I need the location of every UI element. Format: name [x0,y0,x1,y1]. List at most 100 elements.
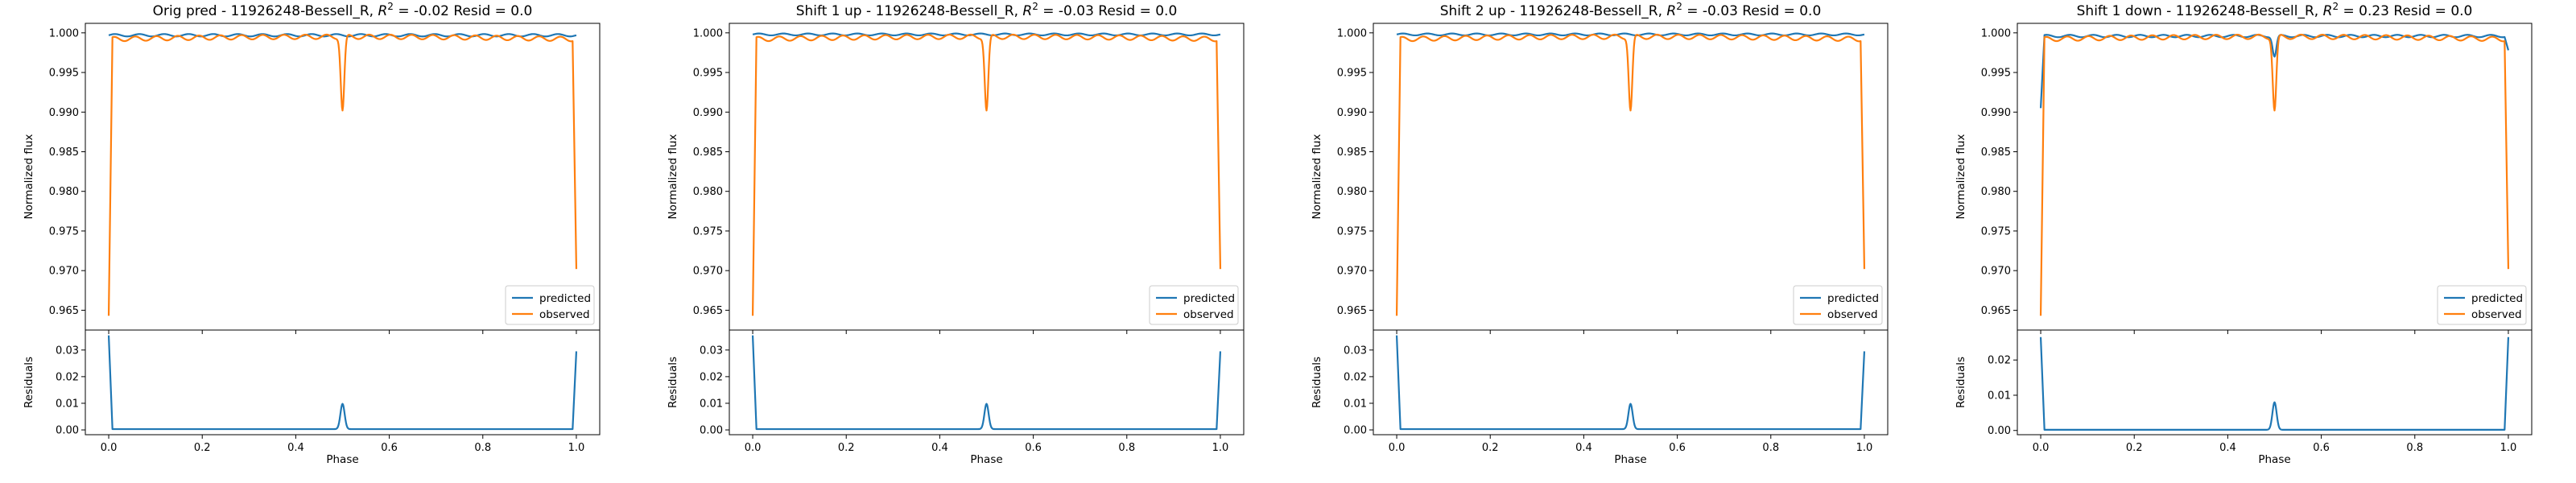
chart-panels: Orig pred - 11926248-Bessell_R, R2 = -0.… [23,1,2533,466]
flux-y-tick-label: 0.970 [1981,266,2011,278]
chart-title-superscript: 2 [1032,1,1038,12]
chart-panel: Shift 2 up - 11926248-Bessell_R, R2 = -0… [1311,1,1889,466]
series-line-residuals [107,335,578,431]
chart-title-r-symbol: R [1666,3,1676,19]
chart-title-prefix: Orig pred - 11926248-Bessell_R, [153,3,378,19]
residual-y-tick-label: 0.00 [56,425,79,437]
residual-y-tick-label: 0.02 [56,371,79,383]
flux-y-axis-label: Normalized flux [23,134,35,220]
residual-x-tick-label: 0.8 [474,442,491,454]
x-axis-label: Phase [1614,453,1646,466]
residual-y-tick-label: 0.01 [1988,390,2011,402]
residual-x-tick-label: 0.2 [194,442,211,454]
flux-y-tick-label: 0.985 [1337,147,1367,159]
legend-label-predicted: predicted [1183,292,1235,305]
residual-x-tick-label: 0.4 [931,442,948,454]
residual-axes-frame [1373,329,1889,436]
residual-axes-frame [85,329,601,436]
x-axis-label: Phase [326,453,358,466]
legend-label-predicted: predicted [2471,292,2523,305]
flux-y-tick-label: 0.975 [49,225,79,237]
chart-title-superscript: 2 [2332,1,2339,12]
flux-y-tick-label: 0.995 [693,68,723,80]
residual-y-tick-label: 0.01 [700,398,723,410]
flux-y-tick-label: 0.965 [1337,305,1367,317]
residual-x-tick-label: 0.0 [101,442,118,454]
legend-label-observed: observed [1827,308,1878,321]
chart-title-r-symbol: R [2323,3,2333,19]
residual-x-tick-label: 0.6 [2313,442,2330,454]
series-line-observed [2039,33,2510,316]
residual-x-tick-label: 0.2 [2126,442,2143,454]
residual-x-tick-label: 0.4 [287,442,304,454]
chart-title-prefix: Shift 1 down - 11926248-Bessell_R, [2077,3,2323,19]
residual-y-axis-label: Residuals [667,357,679,408]
residual-x-tick-label: 1.0 [1212,442,1229,454]
chart-title-suffix: = 0.23 Resid = 0.0 [2339,3,2472,19]
x-axis-label: Phase [970,453,1002,466]
residual-x-tick-label: 0.4 [1575,442,1592,454]
flux-y-tick-label: 0.965 [1981,305,2011,317]
chart-title: Shift 1 down - 11926248-Bessell_R, R2 = … [2077,1,2473,19]
legend-label-observed: observed [1183,308,1234,321]
flux-y-tick-label: 0.975 [1337,225,1367,237]
residual-x-tick-label: 1.0 [1856,442,1873,454]
flux-y-axis-label: Normalized flux [1955,134,1967,220]
series-line-residuals [1395,335,1866,431]
flux-y-axis-label: Normalized flux [1311,134,1323,220]
legend-label-predicted: predicted [1827,292,1879,305]
flux-y-tick-label: 0.980 [693,186,723,198]
flux-y-axis-label: Normalized flux [667,134,679,220]
flux-y-tick-label: 0.970 [1337,266,1367,278]
residual-x-tick-label: 0.2 [838,442,855,454]
residual-x-tick-label: 0.0 [2033,442,2050,454]
flux-y-tick-label: 0.965 [49,305,79,317]
flux-y-tick-label: 1.000 [693,27,723,39]
residual-x-tick-label: 1.0 [2500,442,2517,454]
chart-title-suffix: = -0.02 Resid = 0.0 [394,3,532,19]
flux-y-tick-label: 0.985 [693,147,723,159]
residual-x-tick-label: 0.4 [2219,442,2236,454]
residual-y-axis-label: Residuals [23,357,35,408]
flux-y-tick-label: 0.970 [49,266,79,278]
residual-axes-frame [729,329,1245,436]
chart-title-prefix: Shift 2 up - 11926248-Bessell_R, [1440,3,1667,19]
series-line-observed [107,33,578,316]
residual-x-tick-label: 0.6 [1669,442,1686,454]
legend-label-observed: observed [539,308,590,321]
residual-y-tick-label: 0.00 [700,425,723,437]
flux-y-tick-label: 0.975 [1981,225,2011,237]
flux-y-tick-label: 0.990 [693,107,723,119]
legend: predicted observed [1149,285,1239,325]
residual-x-tick-label: 0.8 [2406,442,2423,454]
chart-title-r-symbol: R [1022,3,1032,19]
flux-y-tick-label: 0.995 [1337,68,1367,80]
flux-y-tick-label: 0.990 [1337,107,1367,119]
residual-x-tick-label: 0.6 [1025,442,1042,454]
flux-y-tick-label: 1.000 [1337,27,1367,39]
chart-panel: Orig pred - 11926248-Bessell_R, R2 = -0.… [23,1,601,466]
residual-y-tick-label: 0.00 [1344,425,1367,437]
flux-y-tick-label: 0.965 [693,305,723,317]
legend-label-predicted: predicted [539,292,591,305]
flux-y-tick-label: 0.990 [49,107,79,119]
residual-y-tick-label: 0.03 [56,345,79,357]
chart-title-prefix: Shift 1 up - 11926248-Bessell_R, [796,3,1023,19]
chart-title-suffix: = -0.03 Resid = 0.0 [1038,3,1177,19]
residual-y-tick-label: 0.03 [1344,345,1367,357]
flux-y-tick-label: 0.980 [49,186,79,198]
residual-x-tick-label: 0.8 [1762,442,1779,454]
residual-x-tick-label: 0.8 [1118,442,1135,454]
flux-y-tick-label: 0.985 [1981,147,2011,159]
flux-y-tick-label: 1.000 [1981,27,2011,39]
chart-title-suffix: = -0.03 Resid = 0.0 [1682,3,1821,19]
series-line-residuals [2039,336,2510,431]
chart-title-superscript: 2 [1676,1,1682,12]
residual-y-tick-label: 0.01 [56,398,79,410]
residual-x-tick-label: 0.2 [1482,442,1499,454]
chart-title: Shift 2 up - 11926248-Bessell_R, R2 = -0… [1440,1,1822,19]
flux-y-tick-label: 0.995 [1981,68,2011,80]
chart-title-r-symbol: R [378,3,387,19]
flux-y-tick-label: 0.995 [49,68,79,80]
